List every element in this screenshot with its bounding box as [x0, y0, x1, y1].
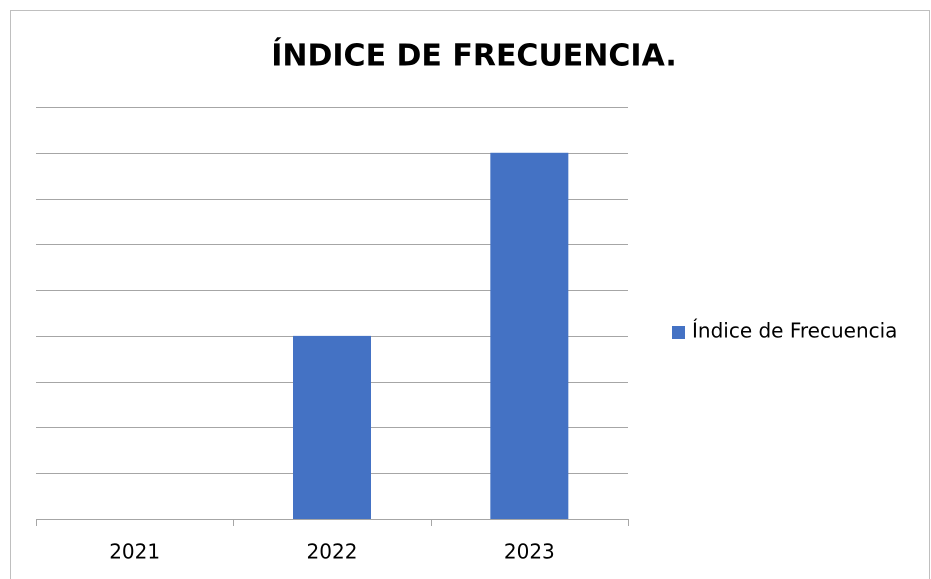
x-tick-label: 2021 — [109, 540, 160, 564]
chart-border — [10, 10, 930, 579]
chart-title: ÍNDICE DE FRECUENCIA. — [271, 38, 677, 74]
bar — [293, 335, 371, 519]
legend-label: Índice de Frecuencia — [692, 319, 897, 343]
legend-swatch — [672, 326, 685, 339]
bar — [490, 152, 569, 519]
x-tick-label: 2022 — [307, 540, 358, 564]
x-tick-label: 2023 — [504, 540, 555, 564]
